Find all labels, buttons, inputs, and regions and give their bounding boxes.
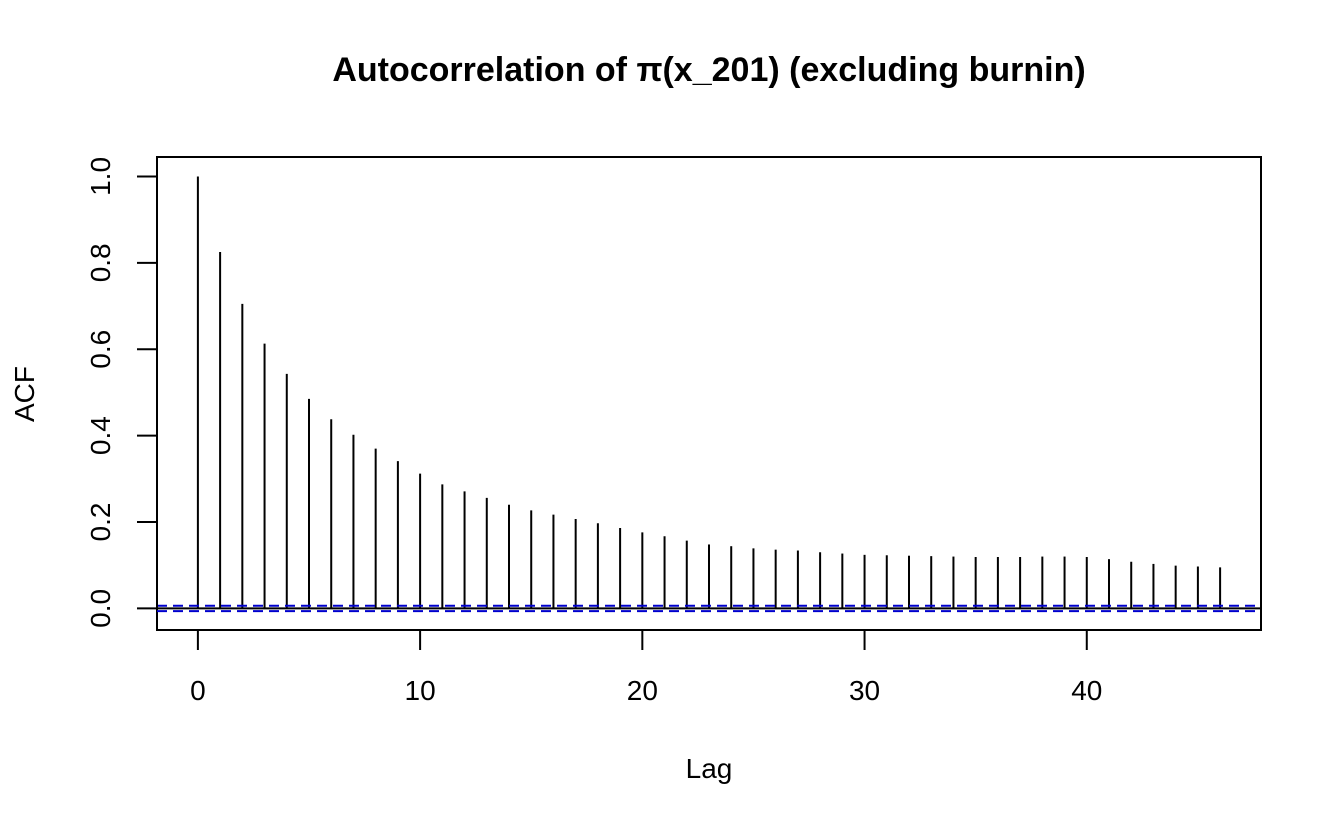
x-axis: 0 10 20 30 40 (190, 629, 1102, 706)
reference-lines (157, 604, 1261, 613)
x-tick-label-30: 30 (849, 675, 880, 706)
x-tick-label-20: 20 (627, 675, 658, 706)
y-tick-label-4: 0.8 (85, 243, 116, 282)
acf-bars (196, 176, 1222, 609)
y-tick-label-1: 0.2 (85, 503, 116, 542)
y-axis-label: ACF (9, 366, 40, 422)
y-axis: 0.0 0.2 0.4 0.6 0.8 1.0 (85, 157, 158, 628)
x-axis-label: Lag (686, 753, 733, 784)
x-tick-label-0: 0 (190, 675, 206, 706)
y-tick-label-5: 1.0 (85, 157, 116, 196)
y-tick-label-2: 0.4 (85, 416, 116, 455)
y-tick-label-0: 0.0 (85, 589, 116, 628)
x-tick-label-10: 10 (405, 675, 436, 706)
chart-title: Autocorrelation of π(x_201) (excluding b… (332, 51, 1085, 89)
x-tick-label-40: 40 (1071, 675, 1102, 706)
y-tick-label-3: 0.6 (85, 330, 116, 369)
